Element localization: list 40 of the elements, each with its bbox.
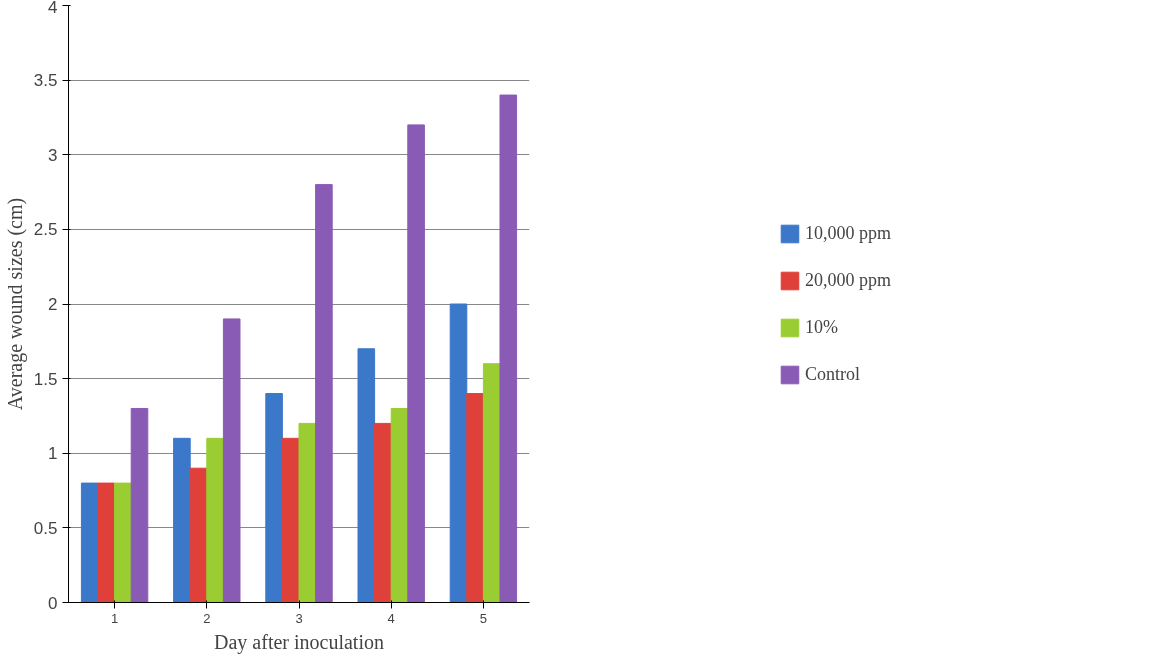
y-axis-title: Average wound sizes (cm) — [3, 197, 27, 411]
y-tick-label: 1.5 — [33, 369, 58, 389]
x-tick-label: 1 — [110, 610, 119, 626]
y-tick-label: 4 — [48, 0, 58, 17]
x-tick-label: 5 — [479, 610, 488, 626]
bar — [189, 467, 208, 603]
bar — [130, 407, 149, 603]
x-tick-label: 2 — [203, 610, 211, 626]
y-tick-label: 0.5 — [33, 518, 58, 538]
bar — [449, 303, 468, 603]
bar — [407, 124, 425, 603]
legend-label: 10,000 ppm — [804, 222, 892, 244]
legend-label: 10% — [804, 316, 838, 338]
legend-label: Control — [804, 363, 861, 385]
bar — [173, 437, 191, 603]
y-tick-label: 3 — [48, 145, 58, 165]
bar — [298, 422, 317, 603]
bar — [80, 482, 99, 603]
y-tick-label: 1 — [48, 444, 58, 464]
x-tick-label: 3 — [295, 610, 303, 626]
bar — [114, 482, 132, 603]
bar — [315, 184, 333, 603]
bar — [482, 363, 501, 603]
bar — [206, 437, 224, 603]
bar — [390, 407, 409, 603]
bar — [281, 437, 300, 603]
y-tick-label: 2.5 — [33, 220, 58, 240]
y-tick-label: 2 — [48, 295, 58, 314]
bar — [357, 348, 376, 603]
bar — [466, 393, 484, 603]
x-axis-title: Day after inoculation — [214, 630, 384, 654]
bar — [374, 422, 392, 603]
bar — [97, 482, 116, 603]
bar — [265, 393, 283, 603]
legend-label: 20,000 ppm — [804, 269, 892, 291]
bar — [222, 318, 241, 603]
bar — [499, 94, 518, 603]
x-tick-label: 4 — [387, 610, 395, 626]
y-tick-label: 0 — [48, 593, 58, 613]
y-tick-label: 3.5 — [33, 71, 58, 91]
